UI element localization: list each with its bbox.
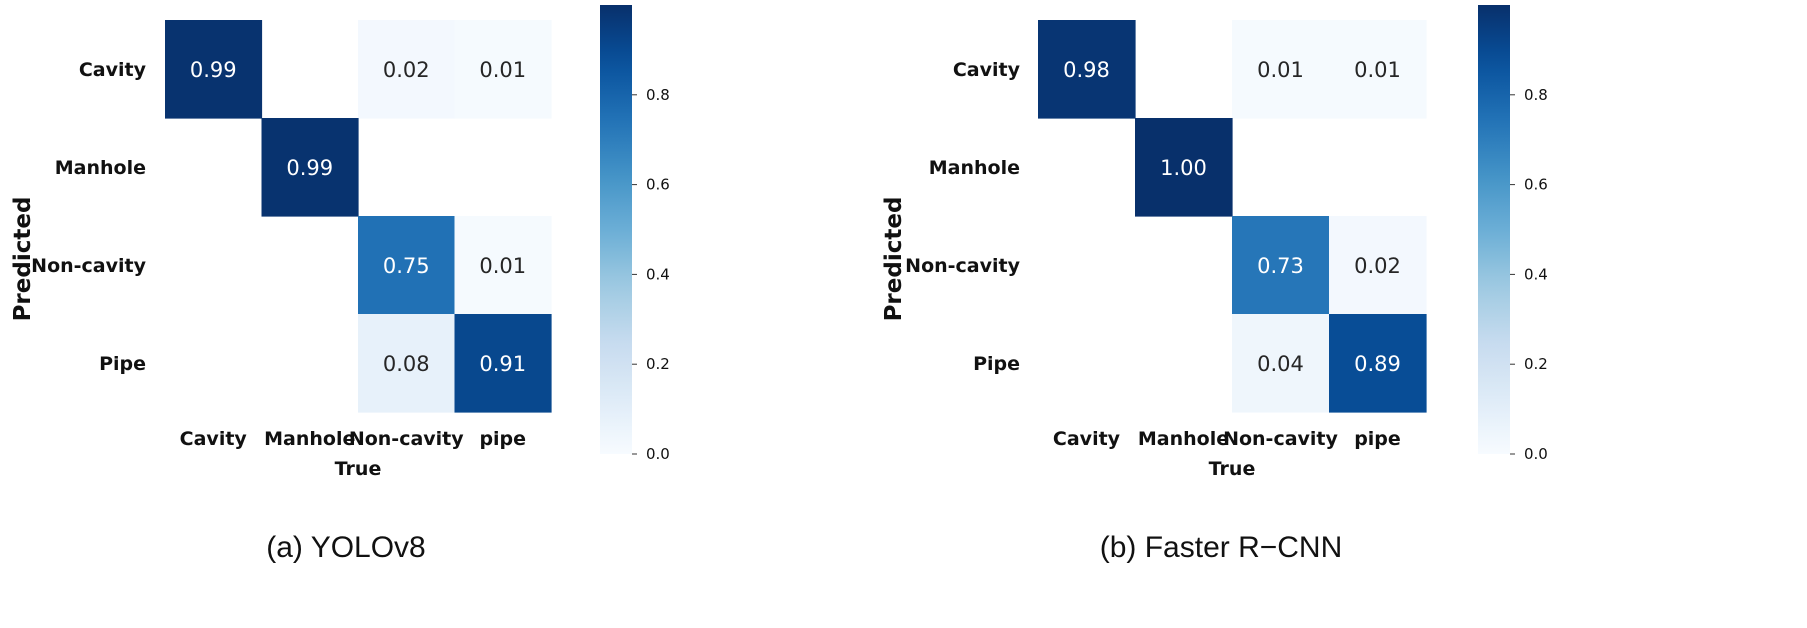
cell-value-r2-c2: 0.99	[286, 156, 333, 180]
heatmap-cell-r1-c4	[1329, 20, 1427, 119]
cell-value-r3-c4: 0.02	[1354, 254, 1401, 278]
y-tick-label-4: Pipe	[973, 353, 1020, 375]
heatmap-cell-r4-c3	[1232, 314, 1330, 413]
cell-value-r4-c4: 0.91	[479, 352, 526, 376]
cell-value-r4-c3: 0.08	[383, 352, 430, 376]
y-axis-label: Predicted	[881, 197, 907, 322]
colorbar-tick-label-4: 0.6	[1524, 176, 1548, 194]
colorbar	[600, 5, 632, 454]
cell-value-r3-c4: 0.01	[479, 254, 526, 278]
heatmap-cell-r4-c3	[358, 314, 456, 413]
heatmap-panel-1: 0.99 0.02 0.01 0.99 0.75 0.01 0.08 0.91 Cavity Ma…	[10, 5, 670, 564]
heatmap-cell-r1-c1	[1038, 20, 1136, 119]
y-tick-label-2: Manhole	[55, 157, 146, 179]
y-tick-label-1: Cavity	[79, 59, 147, 81]
heatmap-cell-r1-c4	[454, 20, 552, 119]
figure-caption: (a) YOLOv8	[266, 531, 426, 564]
heatmap-panel-2: 0.98 0.01 0.01 1.00 0.73 0.02 0.04 0.89 Cavity Ma…	[881, 5, 1548, 564]
x-axis-label: True	[335, 458, 382, 480]
heatmap-cell-r2-c2	[261, 118, 359, 217]
cell-value-r1-c1: 0.99	[190, 58, 237, 82]
heatmap-cell-r1-c3	[358, 20, 456, 119]
x-tick-label-4: pipe	[479, 428, 526, 450]
y-tick-label-2: Manhole	[929, 157, 1020, 179]
colorbar-tick-label-2: 0.2	[1524, 355, 1548, 373]
x-tick-label-2: Manhole	[264, 428, 355, 450]
cell-value-r1-c3: 0.02	[383, 58, 430, 82]
colorbar-tick-label-5: 0.8	[1524, 86, 1548, 104]
cell-value-r3-c3: 0.73	[1257, 254, 1304, 278]
figure-caption: (b) Faster R−CNN	[1100, 531, 1343, 564]
x-axis-label: True	[1209, 458, 1256, 480]
colorbar-tick-label-5: 0.8	[646, 86, 670, 104]
cell-value-r4-c3: 0.04	[1257, 352, 1304, 376]
x-tick-label-1: Cavity	[180, 428, 248, 450]
y-tick-label-4: Pipe	[99, 353, 146, 375]
heatmap-cell-r1-c3	[1232, 20, 1330, 119]
cell-value-r1-c4: 0.01	[479, 58, 526, 82]
colorbar	[1478, 5, 1510, 454]
heatmap-cell-r3-c4	[454, 216, 552, 315]
y-tick-label-3: Non-cavity	[31, 255, 146, 277]
y-tick-label-1: Cavity	[953, 59, 1021, 81]
x-tick-label-3: Non-cavity	[1223, 428, 1338, 450]
cell-value-r1-c3: 0.01	[1257, 58, 1304, 82]
heatmap-cell-r3-c3	[358, 216, 456, 315]
colorbar-tick-label-1: 0.0	[1524, 445, 1548, 463]
y-axis-label: Predicted	[10, 197, 36, 322]
x-tick-label-1: Cavity	[1053, 428, 1121, 450]
heatmap-cell-r3-c4	[1329, 216, 1427, 315]
cell-value-r1-c1: 0.98	[1063, 58, 1110, 82]
cell-value-r1-c4: 0.01	[1354, 58, 1401, 82]
colorbar-tick-label-3: 0.4	[646, 265, 670, 283]
heatmap-cell-r2-c2	[1135, 118, 1233, 217]
cell-value-r3-c3: 0.75	[383, 254, 430, 278]
heatmap-cell-r1-c1	[165, 20, 263, 119]
cell-value-r2-c2: 1.00	[1160, 156, 1207, 180]
x-tick-label-4: pipe	[1354, 428, 1401, 450]
colorbar-tick-label-4: 0.6	[646, 176, 670, 194]
x-tick-label-3: Non-cavity	[349, 428, 464, 450]
heatmap-cell-r3-c3	[1232, 216, 1330, 315]
y-tick-label-3: Non-cavity	[905, 255, 1020, 277]
heatmap-cell-r4-c4	[1329, 314, 1427, 413]
heatmap-cell-r4-c4	[454, 314, 552, 413]
x-tick-label-2: Manhole	[1138, 428, 1229, 450]
cell-value-r4-c4: 0.89	[1354, 352, 1401, 376]
colorbar-tick-label-1: 0.0	[646, 445, 670, 463]
colorbar-tick-label-3: 0.4	[1524, 265, 1548, 283]
colorbar-tick-label-2: 0.2	[646, 355, 670, 373]
